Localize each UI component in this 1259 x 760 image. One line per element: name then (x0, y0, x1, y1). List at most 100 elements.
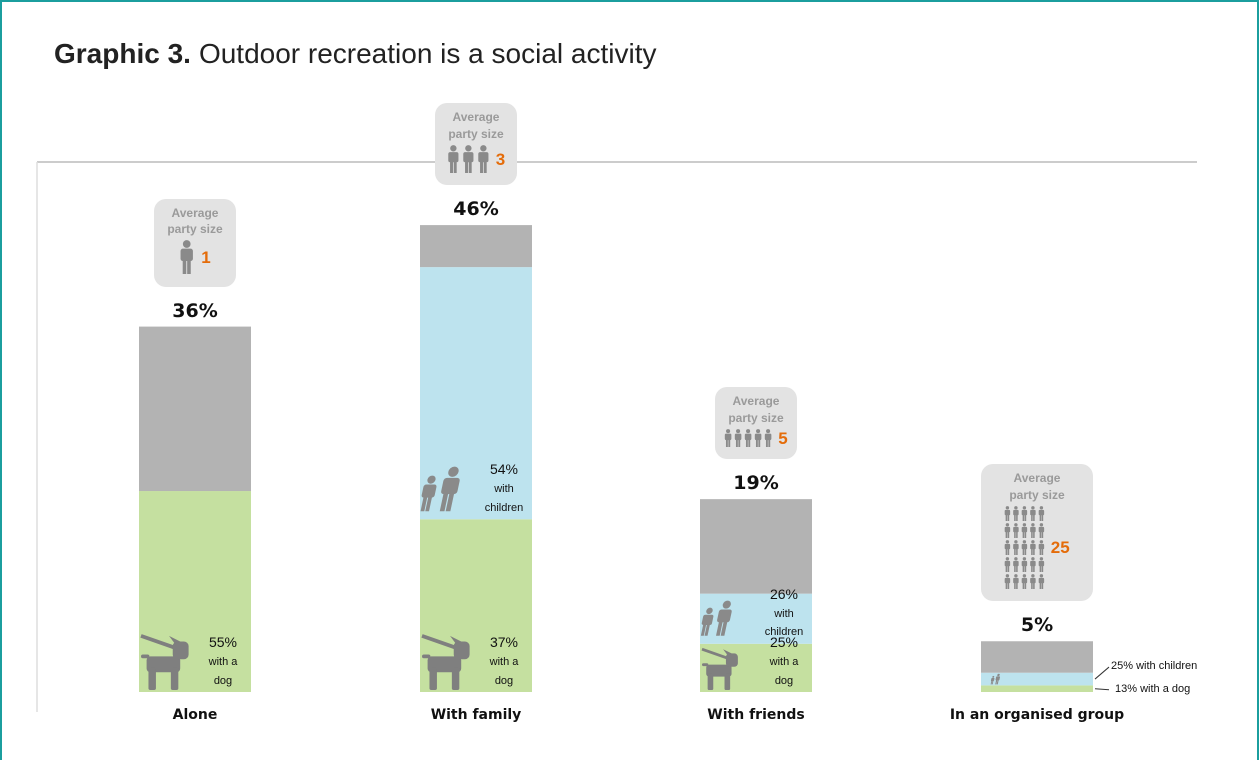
dog-leash (701, 647, 731, 661)
person-icon (1005, 505, 1010, 510)
person-icon (700, 622, 707, 636)
dog-leg (429, 667, 437, 690)
person-icon (1013, 526, 1019, 533)
person-icon (701, 614, 714, 626)
person-icon (1033, 514, 1035, 521)
person-icon (1014, 565, 1016, 572)
category-label: With friends (707, 707, 805, 723)
segment-name: with children (764, 608, 804, 639)
person-icon (1031, 522, 1035, 527)
person-icon (756, 428, 761, 433)
person-icon (995, 679, 998, 685)
person-icon (1022, 573, 1027, 578)
person-icon (1031, 573, 1035, 578)
person-icon (1033, 582, 1035, 589)
person-icon (449, 144, 457, 152)
dog-tail (702, 663, 709, 667)
segment-value: 25% (1111, 660, 1134, 673)
total-label: 5% (1020, 614, 1054, 637)
dog-ear (723, 649, 732, 655)
person-icon (1022, 565, 1025, 572)
dog-ear (169, 635, 181, 644)
person-icon (1005, 573, 1010, 578)
dog-icon (701, 647, 738, 690)
dog-leash (140, 634, 179, 651)
party-size-value: 1 (201, 248, 211, 268)
person-icon (768, 438, 771, 447)
person-icon (1031, 565, 1033, 572)
segment-value: 25% (769, 633, 799, 650)
person-icon (1024, 565, 1027, 572)
person-icon (1022, 522, 1027, 527)
segment-label: 13% with a dog (1115, 683, 1190, 695)
segment-value: 55% (208, 633, 238, 650)
person-icon (183, 240, 191, 249)
person-icon (1005, 514, 1008, 521)
person-icon (180, 248, 194, 262)
person-icon (1030, 526, 1036, 533)
person-icon (1038, 509, 1045, 516)
person-icon (449, 159, 453, 173)
party-size-row: 5 (715, 429, 797, 449)
category-label: With family (430, 707, 522, 723)
party-size-value: 3 (495, 149, 506, 169)
dog-icon (140, 634, 189, 690)
person-icon (1031, 531, 1033, 538)
person-icon (756, 438, 759, 447)
person-icon (704, 622, 711, 636)
adult-icon (439, 466, 460, 512)
party-size-label: Average party size (448, 110, 504, 141)
person-icon (464, 159, 468, 173)
child-icon (420, 475, 437, 512)
person-icon (728, 438, 731, 447)
party-size-box: Average party size 25 (981, 464, 1093, 602)
person-icon (1041, 531, 1044, 538)
title-text: Outdoor recreation is a social activity (198, 38, 657, 69)
person-icon (1021, 577, 1028, 584)
person-icon (726, 438, 729, 447)
segment-label: 55% with a dog (199, 634, 247, 689)
person-icon (1041, 582, 1044, 589)
child-icon (700, 607, 714, 636)
dog-leg (170, 667, 179, 690)
person-icon (1021, 560, 1028, 567)
total-label: 36% (172, 299, 218, 322)
person-icon (1007, 582, 1010, 589)
bar (139, 326, 251, 492)
party-icons (1004, 505, 1045, 589)
person-icon (746, 438, 749, 447)
person-icon (1021, 509, 1028, 516)
person-icon (1021, 543, 1028, 550)
person-icon (420, 494, 428, 512)
person-icon (1014, 531, 1016, 538)
person-icon (1005, 565, 1008, 572)
segment-name: with a dog (208, 656, 238, 687)
person-icon (448, 466, 459, 477)
person-icon (1030, 543, 1036, 550)
person-icon (1022, 505, 1027, 510)
person-icon (1016, 582, 1018, 589)
person-icon (1004, 560, 1011, 567)
person-icon (1030, 577, 1036, 584)
dog-ear (450, 635, 462, 644)
person-icon (716, 619, 724, 636)
segment-name: with a dog (489, 656, 519, 687)
party-size-row: 1 (154, 240, 236, 276)
person-icon (745, 433, 752, 440)
person-icon (990, 680, 993, 685)
person-icon (1016, 531, 1018, 538)
segment-name: with children (1136, 660, 1198, 673)
category-label: In an organised group (949, 707, 1125, 723)
party-size-label: Average party size (728, 394, 784, 425)
person-icon (425, 494, 433, 512)
person-icon (1005, 548, 1008, 555)
dog-leg (148, 667, 156, 690)
person-icon (448, 151, 459, 162)
adult-icon (995, 673, 1000, 685)
person-icon (1039, 556, 1044, 561)
person-icon (1024, 514, 1027, 521)
segment-label: 25% with children (1111, 660, 1197, 672)
person-icon (468, 159, 472, 173)
person-icon (439, 490, 449, 512)
